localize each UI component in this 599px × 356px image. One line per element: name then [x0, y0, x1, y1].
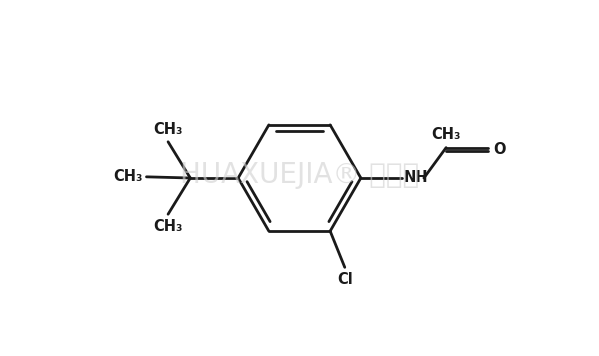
Text: HUAXUEJIA® 化学加: HUAXUEJIA® 化学加 [180, 161, 419, 189]
Text: CH₃: CH₃ [431, 127, 461, 142]
Text: CH₃: CH₃ [153, 219, 183, 234]
Text: CH₃: CH₃ [153, 122, 183, 137]
Text: NH: NH [404, 171, 428, 185]
Text: Cl: Cl [337, 272, 353, 287]
Text: CH₃: CH₃ [113, 169, 143, 184]
Text: O: O [494, 142, 506, 157]
